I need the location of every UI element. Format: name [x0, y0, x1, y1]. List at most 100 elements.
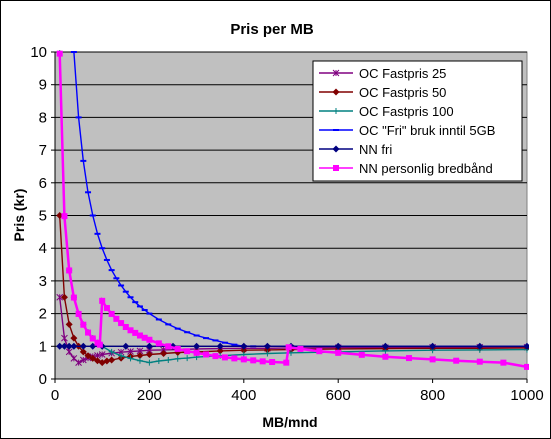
data-point — [263, 346, 271, 354]
data-point — [65, 342, 73, 350]
data-point — [500, 359, 507, 366]
series-6 — [56, 50, 529, 370]
data-point — [145, 342, 153, 350]
data-point — [79, 348, 87, 356]
series-line — [59, 215, 528, 364]
data-point — [65, 348, 73, 356]
x-tick-label: 200 — [137, 387, 162, 404]
data-point — [240, 346, 248, 354]
data-point — [108, 310, 115, 317]
data-point — [79, 342, 87, 350]
data-point — [264, 350, 271, 357]
data-point — [75, 310, 82, 317]
data-point — [146, 336, 153, 343]
y-tick-label: 9 — [39, 77, 47, 94]
data-point — [132, 329, 139, 336]
data-point — [240, 342, 248, 350]
data-point — [136, 332, 143, 339]
data-point — [216, 342, 224, 350]
data-point — [476, 358, 483, 365]
data-point — [108, 356, 116, 364]
data-point — [453, 357, 460, 364]
legend-marker — [333, 108, 339, 114]
data-point — [103, 305, 110, 312]
data-point — [334, 342, 342, 350]
data-point — [79, 356, 87, 364]
y-tick-label: 7 — [39, 142, 47, 159]
data-point — [155, 340, 162, 347]
data-point — [184, 348, 191, 355]
data-point — [70, 342, 78, 350]
data-point — [269, 358, 276, 365]
data-point — [145, 350, 153, 358]
data-point — [429, 356, 436, 363]
data-point — [98, 351, 106, 358]
data-point — [113, 315, 120, 322]
data-point — [216, 347, 224, 355]
data-point — [96, 341, 103, 348]
data-point — [297, 345, 304, 352]
data-point — [174, 355, 181, 362]
data-point — [127, 355, 134, 362]
data-point — [60, 342, 68, 350]
data-point — [103, 357, 111, 365]
legend-label: OC Fastpris 50 — [359, 85, 446, 100]
data-point — [429, 342, 437, 350]
legend-label: OC Fastpris 25 — [359, 66, 446, 81]
data-point — [406, 355, 412, 362]
legend-label: OC Fastpris 100 — [359, 104, 454, 119]
data-point — [184, 355, 191, 362]
data-point — [56, 293, 64, 301]
data-point — [122, 342, 130, 350]
data-point — [118, 320, 125, 327]
legend-label: OC "Fri" bruk inntil 5GB — [359, 123, 495, 138]
y-tick-label: 5 — [39, 208, 47, 225]
legend-item: OC Fastpris 100 — [319, 104, 454, 119]
data-point — [146, 359, 153, 366]
legend-item: NN fri — [319, 142, 392, 157]
data-point — [285, 344, 292, 351]
data-point — [240, 356, 247, 363]
data-point — [70, 294, 77, 301]
data-point — [160, 349, 168, 357]
data-point — [212, 353, 219, 360]
data-point — [65, 320, 73, 328]
data-point — [165, 357, 172, 364]
data-point — [283, 359, 290, 366]
x-tick-label: 800 — [420, 387, 445, 404]
data-point — [136, 357, 143, 364]
data-point — [382, 353, 389, 360]
y-tick-label: 2 — [39, 306, 47, 323]
data-point — [203, 351, 210, 358]
x-tick-label: 0 — [51, 387, 59, 404]
data-point — [89, 335, 96, 342]
data-point — [381, 342, 389, 350]
legend-box — [312, 60, 523, 182]
data-point — [141, 334, 148, 341]
data-point — [155, 358, 162, 365]
chart-title: Pris per MB — [230, 21, 314, 38]
data-point — [231, 355, 238, 362]
data-point — [259, 358, 266, 365]
data-point — [358, 351, 365, 358]
data-point — [263, 342, 271, 350]
legend-marker — [332, 88, 340, 96]
data-point — [70, 334, 78, 342]
y-tick-label: 6 — [39, 175, 47, 192]
data-point — [80, 321, 87, 328]
data-point — [127, 327, 134, 334]
data-point — [85, 329, 92, 336]
legend-item: NN personlig bredbånd — [319, 161, 493, 176]
legend-item: OC Fastpris 25 — [319, 66, 446, 81]
series-5 — [56, 342, 529, 350]
y-tick-label: 10 — [30, 44, 47, 61]
x-tick-label: 600 — [326, 387, 351, 404]
legend-marker — [332, 69, 340, 77]
legend-item: OC Fastpris 50 — [319, 85, 446, 100]
data-point — [193, 349, 200, 356]
x-axis-title: MB/mnd — [262, 414, 317, 430]
data-point — [165, 343, 172, 350]
data-point — [316, 348, 323, 355]
data-point — [476, 342, 484, 350]
